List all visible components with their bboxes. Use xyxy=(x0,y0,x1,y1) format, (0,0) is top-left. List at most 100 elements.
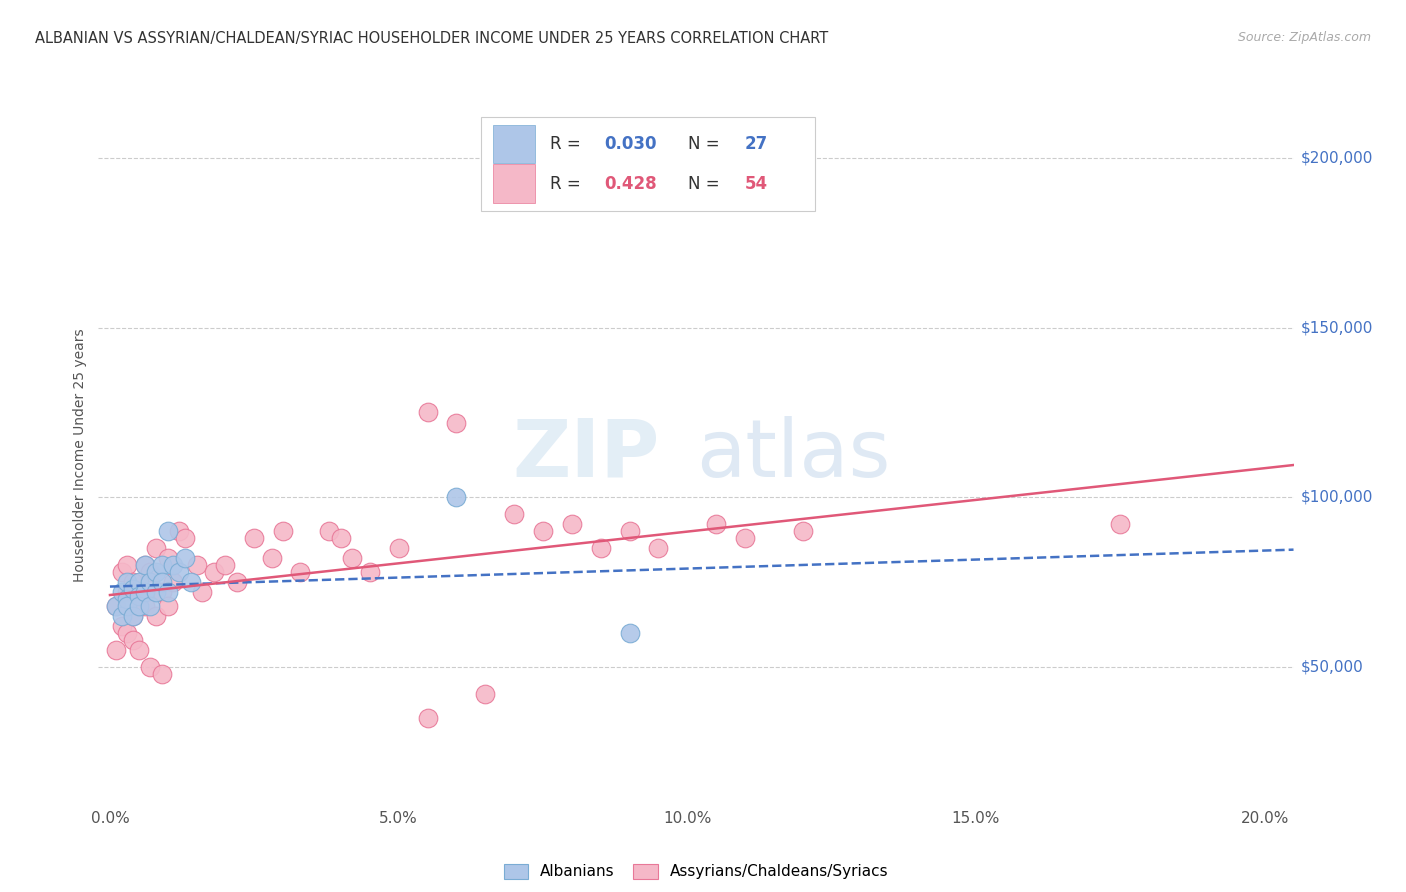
Text: ZIP: ZIP xyxy=(513,416,661,494)
Point xyxy=(134,585,156,599)
Point xyxy=(329,531,352,545)
Point xyxy=(128,599,150,613)
Point xyxy=(619,626,641,640)
Point xyxy=(243,531,266,545)
Point xyxy=(186,558,208,573)
Point xyxy=(150,558,173,573)
Point xyxy=(792,524,814,539)
Text: atlas: atlas xyxy=(696,416,890,494)
Text: 27: 27 xyxy=(745,135,768,153)
Point xyxy=(104,643,127,657)
Point xyxy=(110,565,132,579)
Point xyxy=(359,565,381,579)
Point xyxy=(139,565,162,579)
Point xyxy=(214,558,236,573)
Text: Source: ZipAtlas.com: Source: ZipAtlas.com xyxy=(1237,31,1371,45)
Point xyxy=(134,558,156,573)
Point xyxy=(162,558,184,573)
Bar xyxy=(494,164,534,202)
Point xyxy=(139,660,162,674)
Text: $150,000: $150,000 xyxy=(1301,320,1372,335)
Text: N =: N = xyxy=(688,175,724,193)
Point xyxy=(191,585,214,599)
Legend: Albanians, Assyrians/Chaldeans/Syriacs: Albanians, Assyrians/Chaldeans/Syriacs xyxy=(498,858,894,886)
Point xyxy=(145,585,167,599)
Point xyxy=(145,565,167,579)
Point xyxy=(128,599,150,613)
Point xyxy=(122,582,145,596)
Point xyxy=(134,558,156,573)
Y-axis label: Householder Income Under 25 years: Householder Income Under 25 years xyxy=(73,328,87,582)
Point xyxy=(117,585,139,599)
Point xyxy=(128,575,150,590)
Point xyxy=(145,541,167,556)
Point xyxy=(110,585,132,599)
Point xyxy=(416,405,439,419)
Point xyxy=(139,599,162,613)
Point xyxy=(704,517,727,532)
Point xyxy=(156,585,179,599)
Point xyxy=(388,541,411,556)
Point xyxy=(260,551,283,566)
Text: ALBANIAN VS ASSYRIAN/CHALDEAN/SYRIAC HOUSEHOLDER INCOME UNDER 25 YEARS CORRELATI: ALBANIAN VS ASSYRIAN/CHALDEAN/SYRIAC HOU… xyxy=(35,31,828,46)
Point xyxy=(180,575,202,590)
Text: N =: N = xyxy=(688,135,724,153)
Point xyxy=(531,524,554,539)
Point xyxy=(162,575,184,590)
Point xyxy=(416,711,439,725)
Point xyxy=(110,619,132,633)
Point xyxy=(561,517,583,532)
Point xyxy=(271,524,294,539)
Point xyxy=(619,524,641,539)
Point xyxy=(139,575,162,590)
Point xyxy=(167,565,190,579)
Point xyxy=(104,599,127,613)
Text: 0.030: 0.030 xyxy=(605,135,657,153)
Point xyxy=(474,687,496,701)
Text: R =: R = xyxy=(550,135,586,153)
Point xyxy=(174,551,197,566)
Point xyxy=(117,558,139,573)
Point xyxy=(156,524,179,539)
Point xyxy=(226,575,249,590)
Point xyxy=(117,592,139,607)
Point xyxy=(134,599,156,613)
Point xyxy=(589,541,612,556)
Point xyxy=(128,643,150,657)
Point xyxy=(202,565,225,579)
Point xyxy=(117,626,139,640)
Point xyxy=(503,508,526,522)
Point xyxy=(128,589,150,603)
Point xyxy=(174,531,197,545)
Point xyxy=(128,585,150,599)
Point xyxy=(122,575,145,590)
Point xyxy=(446,416,468,430)
Point xyxy=(647,541,669,556)
Point xyxy=(156,551,179,566)
Point xyxy=(342,551,364,566)
Point xyxy=(150,666,173,681)
Point xyxy=(122,609,145,624)
Point xyxy=(122,632,145,647)
Point xyxy=(1109,517,1132,532)
Text: 54: 54 xyxy=(745,175,768,193)
Point xyxy=(150,575,173,590)
Point xyxy=(167,524,190,539)
Text: 0.428: 0.428 xyxy=(605,175,657,193)
FancyBboxPatch shape xyxy=(481,118,815,211)
Point xyxy=(446,491,468,505)
Bar xyxy=(494,125,534,163)
Text: R =: R = xyxy=(550,175,586,193)
Point xyxy=(104,599,127,613)
Point xyxy=(117,575,139,590)
Point xyxy=(150,585,173,599)
Text: $100,000: $100,000 xyxy=(1301,490,1372,505)
Point xyxy=(318,524,340,539)
Point xyxy=(156,599,179,613)
Text: $200,000: $200,000 xyxy=(1301,151,1372,165)
Point xyxy=(110,609,132,624)
Point xyxy=(117,599,139,613)
Point xyxy=(734,531,756,545)
Text: $50,000: $50,000 xyxy=(1301,659,1364,674)
Point xyxy=(122,609,145,624)
